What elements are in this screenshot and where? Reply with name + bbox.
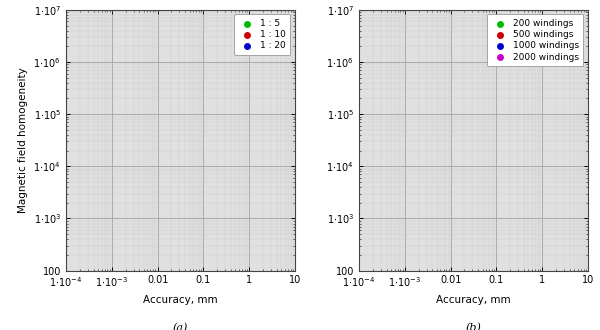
Legend: 200 windings, 500 windings, 1000 windings, 2000 windings: 200 windings, 500 windings, 1000 winding… [487,15,583,66]
Text: (b): (b) [466,323,481,330]
X-axis label: Accuracy, mm: Accuracy, mm [143,295,218,305]
Y-axis label: Magnetic field homogeneity: Magnetic field homogeneity [18,67,28,213]
Text: (a): (a) [173,323,188,330]
X-axis label: Accuracy, mm: Accuracy, mm [436,295,511,305]
Legend: 1 : 5, 1 : 10, 1 : 20: 1 : 5, 1 : 10, 1 : 20 [234,15,290,55]
